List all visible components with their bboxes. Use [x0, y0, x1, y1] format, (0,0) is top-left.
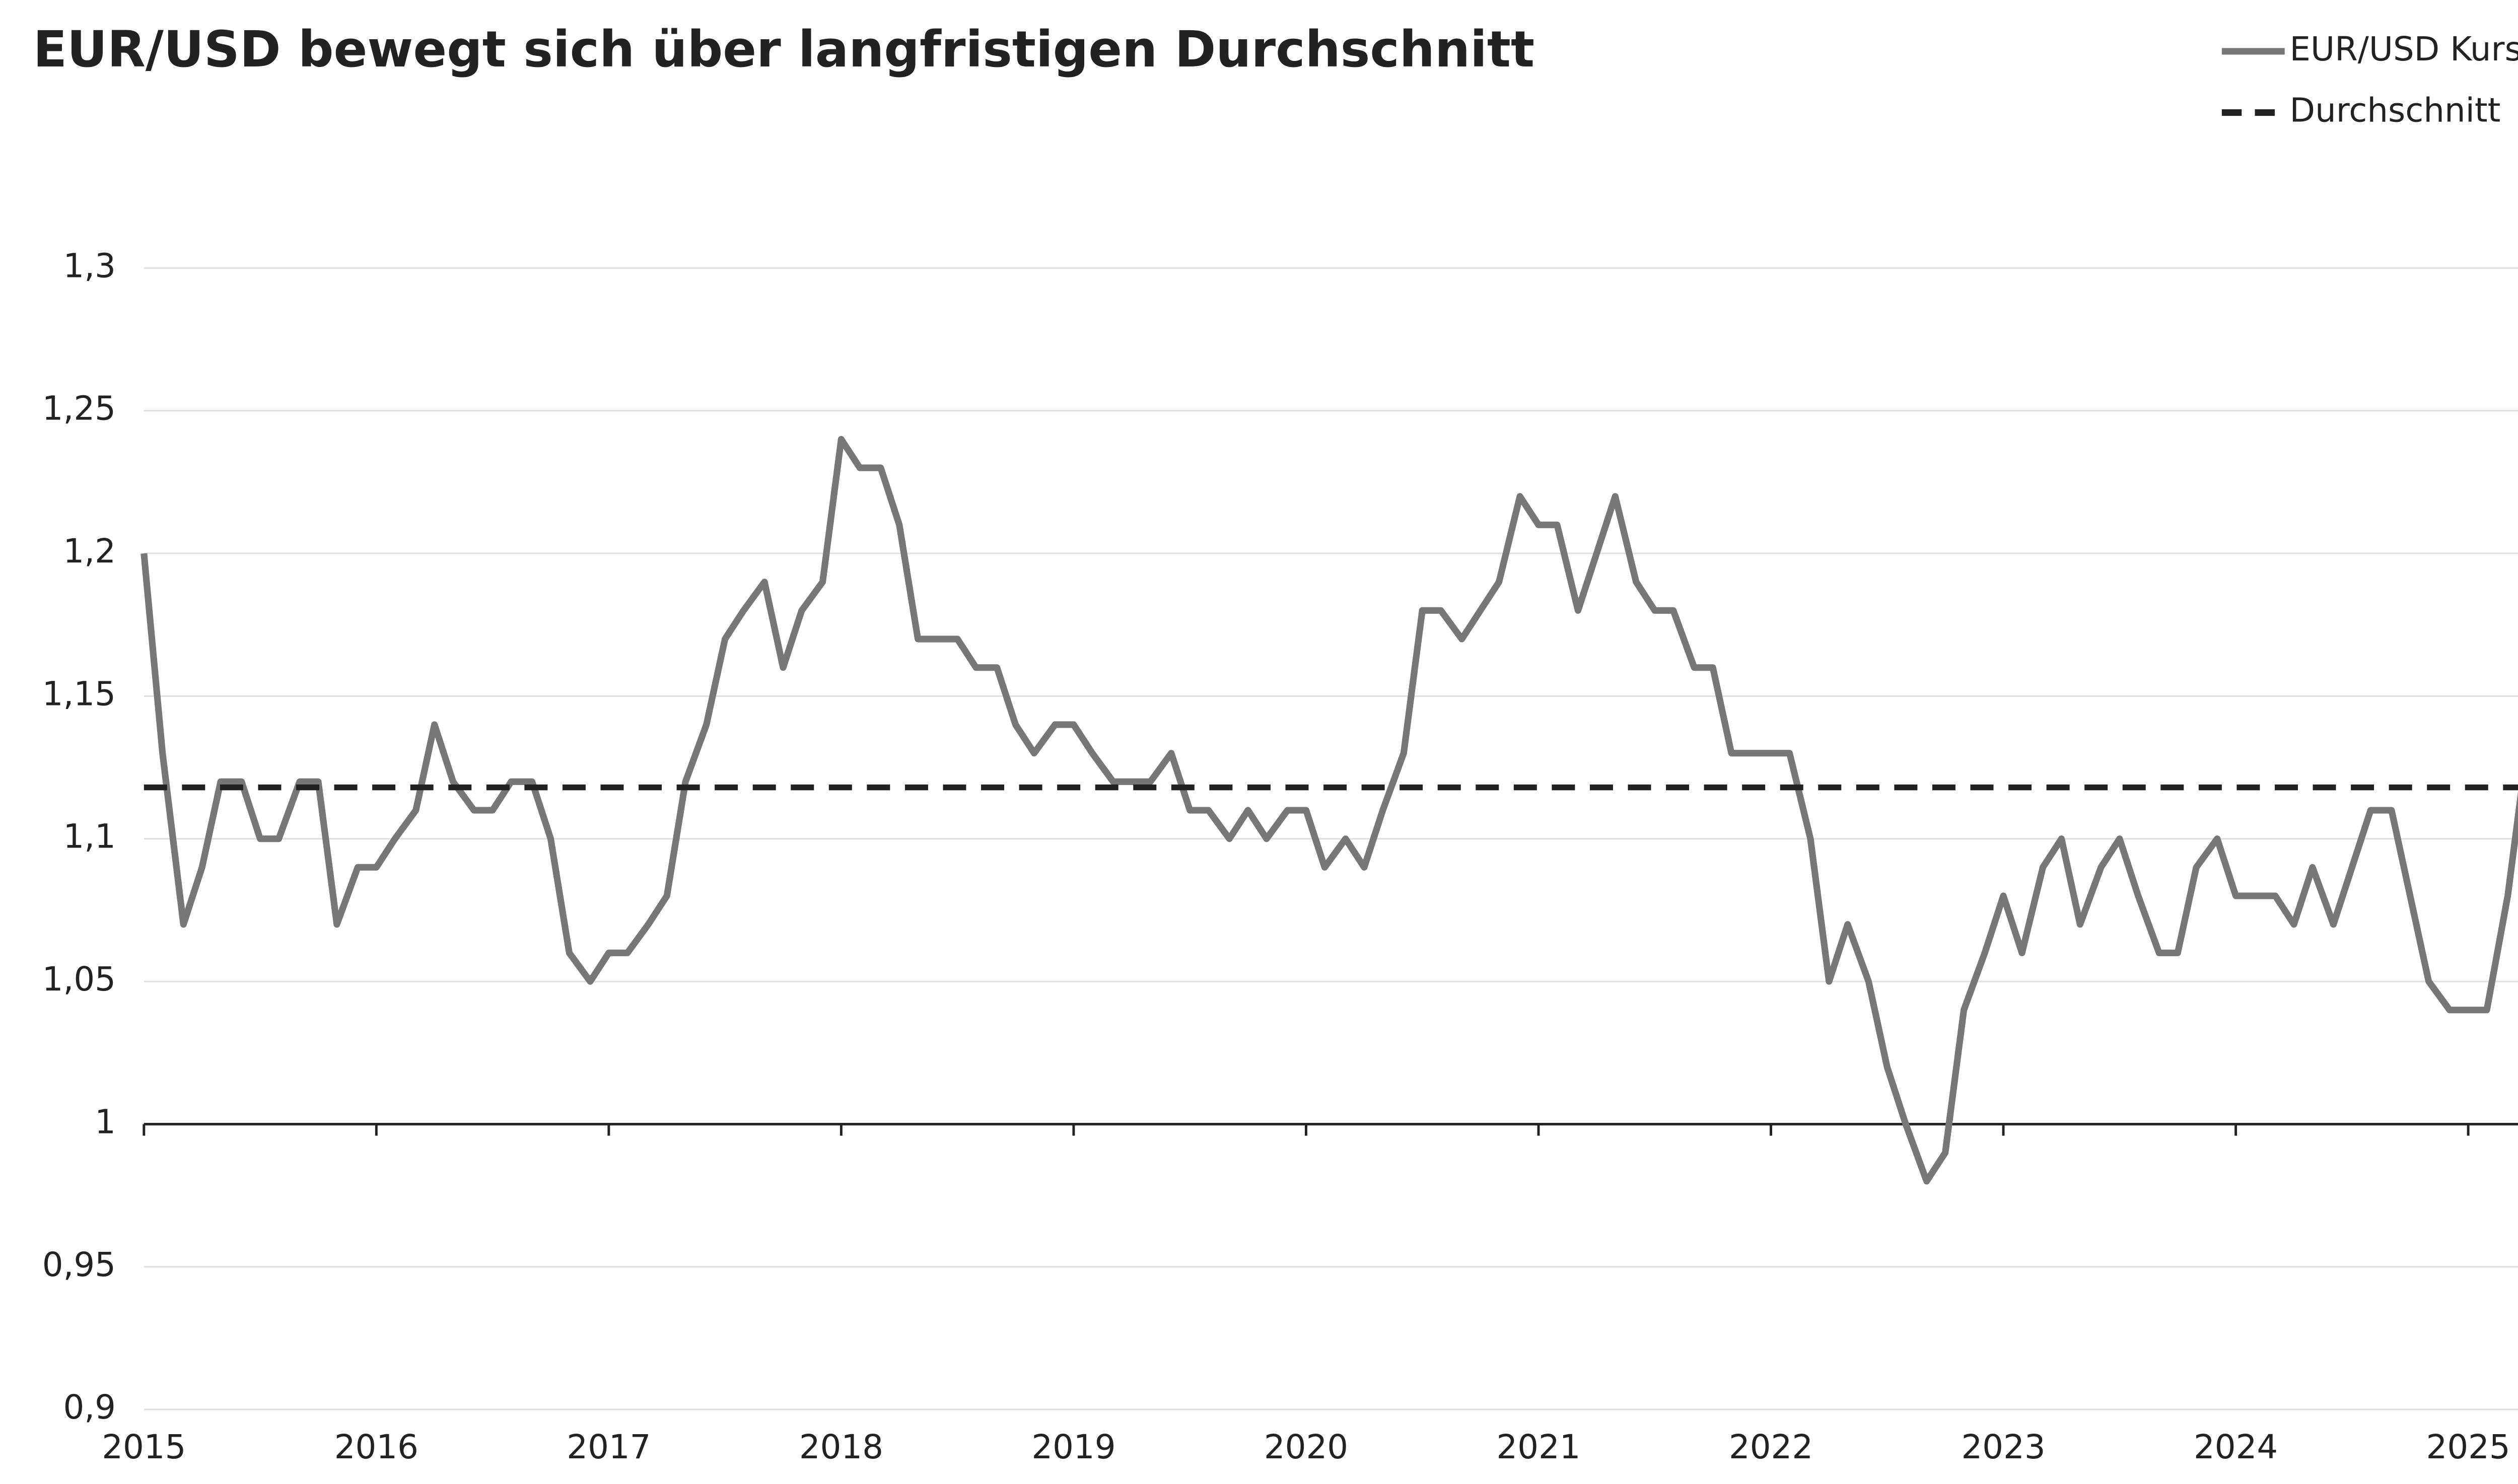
x-tick-label: 2025	[2426, 1428, 2510, 1466]
x-tick-label: 2024	[2194, 1428, 2278, 1466]
y-tick-label: 0,95	[42, 1246, 116, 1284]
x-tick-label: 2017	[567, 1428, 651, 1466]
y-tick-label: 1,25	[42, 390, 116, 428]
x-tick-label: 2021	[1496, 1428, 1580, 1466]
y-tick-label: 1	[95, 1103, 116, 1141]
y-tick-label: 1,05	[42, 960, 116, 999]
chart-title: EUR/USD bewegt sich über langfristigen D…	[33, 21, 1534, 79]
series-line	[141, 436, 2518, 1185]
x-tick-label: 2023	[1961, 1428, 2045, 1466]
x-tick-label: 2016	[334, 1428, 418, 1466]
x-tick-label: 2019	[1031, 1428, 1115, 1466]
x-tick-label: 2018	[799, 1428, 883, 1466]
y-tick-label: 1,1	[63, 818, 115, 856]
x-tick-label: 2015	[102, 1428, 186, 1466]
y-tick-label: 1,15	[42, 675, 116, 713]
x-tick-label: 2020	[1264, 1428, 1348, 1466]
x-tick-label: 2022	[1729, 1428, 1813, 1466]
y-tick-label: 1,3	[63, 247, 115, 285]
legend-label: Durchschnitt	[2290, 92, 2501, 130]
legend-label: EUR/USD Kurs	[2290, 30, 2518, 68]
y-tick-label: 1,2	[63, 532, 115, 571]
y-tick-label: 0,9	[63, 1388, 115, 1427]
